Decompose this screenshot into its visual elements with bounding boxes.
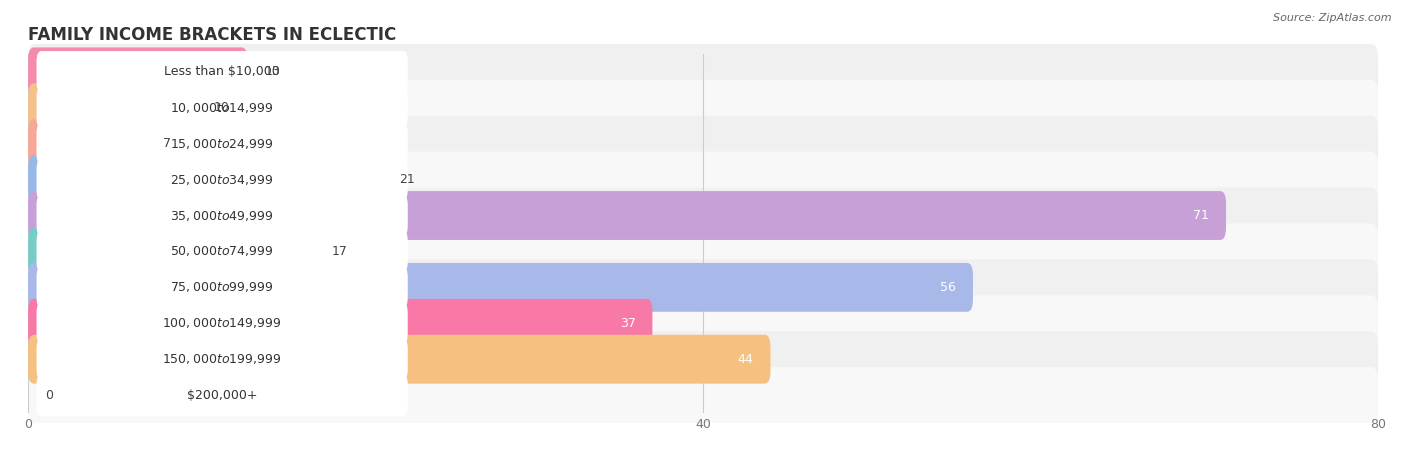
Text: 13: 13 [264, 66, 280, 78]
FancyBboxPatch shape [37, 303, 408, 344]
FancyBboxPatch shape [28, 152, 1378, 207]
FancyBboxPatch shape [37, 195, 408, 236]
Text: 37: 37 [620, 317, 636, 330]
Text: $100,000 to $149,999: $100,000 to $149,999 [163, 316, 281, 330]
FancyBboxPatch shape [28, 84, 197, 132]
Text: 0: 0 [45, 389, 53, 401]
FancyBboxPatch shape [37, 51, 408, 92]
Text: $150,000 to $199,999: $150,000 to $199,999 [163, 352, 281, 366]
FancyBboxPatch shape [28, 80, 1378, 136]
FancyBboxPatch shape [28, 191, 1226, 240]
FancyBboxPatch shape [37, 339, 408, 380]
FancyBboxPatch shape [37, 159, 408, 200]
FancyBboxPatch shape [28, 295, 1378, 351]
FancyBboxPatch shape [37, 231, 408, 272]
Text: $25,000 to $34,999: $25,000 to $34,999 [170, 172, 274, 187]
Text: 71: 71 [1194, 209, 1209, 222]
Text: $15,000 to $24,999: $15,000 to $24,999 [170, 136, 274, 151]
Text: 10: 10 [214, 101, 229, 114]
Text: 17: 17 [332, 245, 347, 258]
FancyBboxPatch shape [28, 116, 1378, 172]
FancyBboxPatch shape [28, 155, 382, 204]
FancyBboxPatch shape [28, 48, 247, 96]
FancyBboxPatch shape [37, 123, 408, 164]
Text: $10,000 to $14,999: $10,000 to $14,999 [170, 101, 274, 115]
FancyBboxPatch shape [37, 374, 408, 416]
Text: 56: 56 [941, 281, 956, 294]
Text: Source: ZipAtlas.com: Source: ZipAtlas.com [1274, 13, 1392, 23]
FancyBboxPatch shape [28, 260, 1378, 315]
FancyBboxPatch shape [28, 44, 1378, 100]
Text: Less than $10,000: Less than $10,000 [165, 66, 280, 78]
Text: $50,000 to $74,999: $50,000 to $74,999 [170, 244, 274, 259]
FancyBboxPatch shape [37, 87, 408, 128]
Text: 44: 44 [738, 353, 754, 365]
Text: FAMILY INCOME BRACKETS IN ECLECTIC: FAMILY INCOME BRACKETS IN ECLECTIC [28, 26, 396, 44]
Text: $75,000 to $99,999: $75,000 to $99,999 [170, 280, 274, 295]
Text: 7: 7 [163, 137, 172, 150]
FancyBboxPatch shape [28, 335, 770, 383]
FancyBboxPatch shape [37, 267, 408, 308]
FancyBboxPatch shape [28, 224, 1378, 279]
FancyBboxPatch shape [28, 263, 973, 312]
FancyBboxPatch shape [28, 227, 315, 276]
Text: $200,000+: $200,000+ [187, 389, 257, 401]
FancyBboxPatch shape [28, 331, 1378, 387]
FancyBboxPatch shape [28, 367, 1378, 423]
FancyBboxPatch shape [28, 119, 146, 168]
Text: $35,000 to $49,999: $35,000 to $49,999 [170, 208, 274, 223]
FancyBboxPatch shape [28, 188, 1378, 243]
Text: 21: 21 [399, 173, 415, 186]
FancyBboxPatch shape [28, 299, 652, 348]
